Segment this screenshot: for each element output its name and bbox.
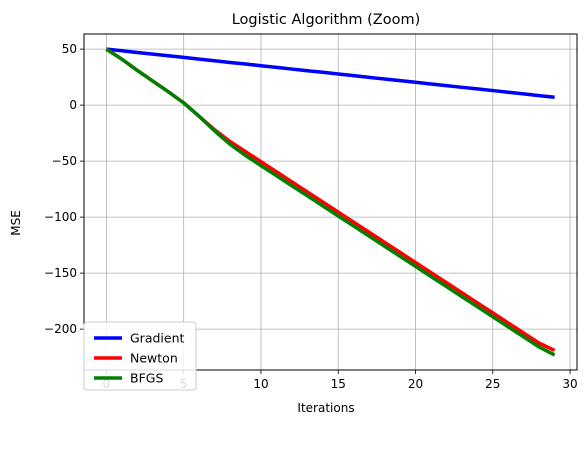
y-tick-label: −200	[44, 322, 77, 336]
legend-label-newton: Newton	[130, 351, 178, 366]
plot-frame	[83, 33, 578, 371]
x-tick-label: 15	[331, 377, 346, 391]
y-tick-label: −100	[44, 210, 77, 224]
x-tick-label: 30	[562, 377, 577, 391]
x-tick-label: 25	[485, 377, 500, 391]
y-axis-label: MSE	[9, 210, 23, 236]
x-tick-label: 20	[408, 377, 423, 391]
legend-label-gradient: Gradient	[130, 331, 185, 346]
series-line-gradient	[106, 47, 555, 100]
y-tick-label: −50	[52, 154, 77, 168]
chart-title: Logistic Algorithm (Zoom)	[232, 12, 421, 28]
series-layer	[105, 47, 556, 357]
legend: Gradient Newton BFGS	[83, 321, 197, 391]
x-tick-label: 10	[253, 377, 268, 391]
y-tick-label: 0	[69, 98, 77, 112]
y-tick-label: −150	[44, 266, 77, 280]
series-line-bfgs	[105, 47, 556, 357]
x-axis-label: Iterations	[297, 401, 354, 415]
legend-label-bfgs: BFGS	[130, 371, 163, 386]
y-tick-label: 50	[62, 42, 77, 56]
